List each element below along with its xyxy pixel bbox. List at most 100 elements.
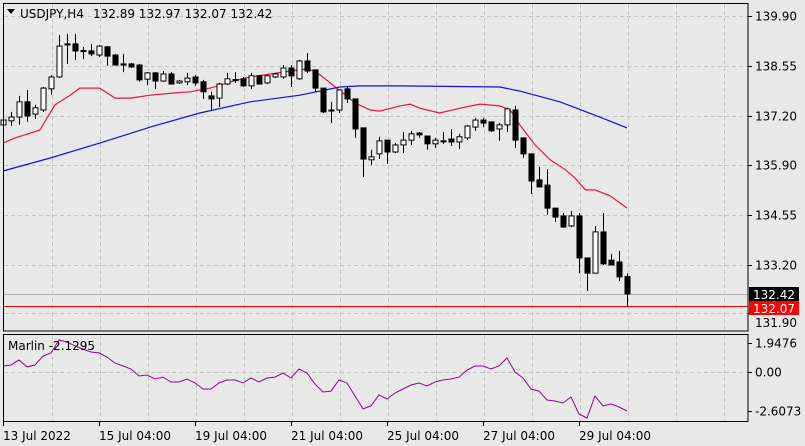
candle-body-bear (208, 95, 215, 100)
candle (176, 79, 183, 85)
candle-body-bear (416, 132, 423, 136)
candle (192, 75, 199, 86)
candle-body-bear (512, 109, 519, 141)
candle-body-bear (536, 179, 543, 188)
candle (520, 137, 527, 158)
candle-body-bull (144, 72, 151, 80)
candle-body-bear (616, 261, 623, 278)
candle-body-bear (360, 127, 367, 160)
candle-body-bull (160, 73, 167, 82)
candle (480, 117, 487, 128)
candle (352, 98, 359, 138)
candle (368, 149, 375, 166)
candle-body-bull (216, 83, 223, 99)
candle (472, 117, 479, 131)
time-tick-label: 19 Jul 04:00 (195, 429, 267, 443)
candle (576, 212, 583, 274)
time-tick-label: 27 Jul 04:00 (483, 429, 555, 443)
candle-body-bear (384, 139, 391, 153)
price-tick-label: 133.20 (755, 259, 797, 273)
low-price-label: 132.07 (753, 302, 795, 316)
candle (384, 139, 391, 164)
candle (616, 250, 623, 281)
candle (512, 105, 519, 148)
candle-body-bear (576, 215, 583, 259)
candle (296, 59, 303, 80)
price-axis[interactable]: 139.90 138.55 137.20 135.90 134.55 133.20 131.… (748, 10, 797, 331)
candle (32, 104, 39, 119)
chart-menu-triangle-icon[interactable] (7, 9, 15, 14)
candle-body-bull (176, 80, 183, 84)
indicator-label: Marlin -2.1295 (8, 339, 95, 353)
candle (456, 133, 463, 150)
candle (344, 85, 351, 103)
candle (64, 33, 71, 64)
indicator-tick-label: 1.9476 (755, 337, 797, 351)
time-tick-label: 15 Jul 04:00 (99, 429, 171, 443)
price-tick-label: 137.20 (755, 110, 797, 124)
candle (120, 53, 127, 73)
candle-body-bear (128, 63, 135, 68)
bid-price-label: 132.42 (753, 288, 795, 302)
price-tick-label: 138.55 (755, 60, 797, 74)
candle (408, 130, 415, 145)
bid-price-box (749, 287, 799, 301)
time-tick-label: 13 Jul 2022 (3, 429, 71, 443)
candle-body-bear (608, 259, 615, 266)
candle (264, 75, 271, 85)
candle (560, 212, 567, 228)
candle (48, 75, 55, 95)
candle-body-bull (336, 89, 343, 111)
candle (416, 131, 423, 138)
candle-body-bull (592, 231, 599, 274)
candle (232, 72, 239, 83)
candle (488, 121, 495, 132)
candle-body-bear (24, 101, 31, 117)
candle-body-bull (48, 76, 55, 90)
price-tick-label: 135.90 (755, 159, 797, 173)
candle (168, 72, 175, 85)
candle (304, 53, 311, 73)
candle (496, 123, 503, 141)
candle (216, 82, 223, 108)
candle (360, 127, 367, 177)
candle-body-bull (392, 144, 399, 153)
candle-body-bull (408, 133, 415, 141)
candle (528, 153, 535, 194)
candle-body-bull (368, 156, 375, 161)
indicator-tick-label: 0.00 (755, 366, 782, 380)
candle (88, 43, 95, 57)
candle (272, 72, 279, 79)
candle-body-bull (224, 78, 231, 85)
time-axis[interactable]: 13 Jul 2022 15 Jul 04:00 19 Jul 04:00 21 Ju… (3, 421, 651, 443)
candle-body-bear (552, 207, 559, 218)
time-tick-label: 25 Jul 04:00 (387, 429, 459, 443)
candle (80, 46, 87, 60)
candle-body-bear (520, 137, 527, 155)
candle-body-bear (312, 69, 319, 89)
candle (608, 253, 615, 266)
candle-body-bear (112, 54, 119, 66)
candle (40, 86, 47, 112)
candle (400, 131, 407, 154)
indicator-panel-frame (3, 334, 749, 422)
candle (96, 44, 103, 57)
candle-body-bull (184, 77, 191, 83)
candle (152, 72, 159, 89)
candle (72, 33, 79, 60)
candle-body-bear (88, 50, 95, 55)
candle-body-bear (152, 72, 159, 82)
price-tick-label: 131.90 (755, 316, 797, 330)
candle (336, 89, 343, 113)
candle-body-bull (568, 215, 575, 227)
candle-body-bear (320, 87, 327, 113)
candle-body-bull (464, 125, 471, 139)
indicator-tick-label: -2.6073 (755, 405, 801, 419)
candle (536, 166, 543, 188)
marlin-oscillator (2, 339, 628, 419)
candle (312, 69, 319, 92)
candle-body-bear (488, 121, 495, 132)
candle-body-bear (624, 275, 631, 295)
candle (448, 128, 455, 147)
